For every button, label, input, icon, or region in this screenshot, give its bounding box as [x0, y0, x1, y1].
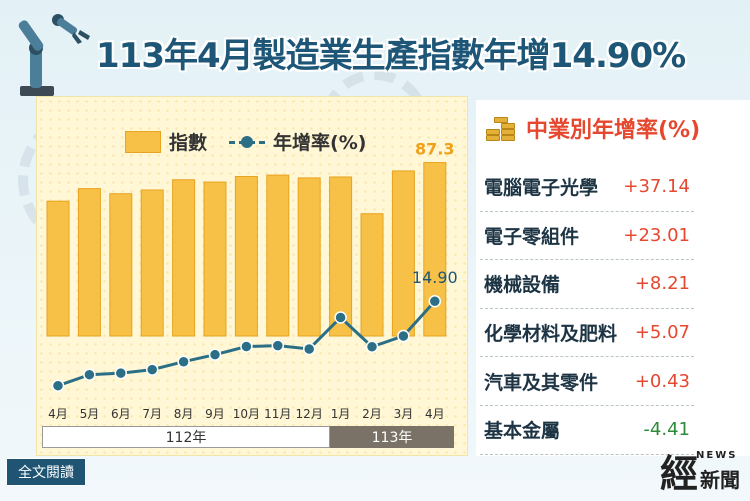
x-tick-label: 12月	[296, 407, 323, 421]
legend-bar-swatch	[125, 130, 161, 153]
x-tick-label: 9月	[205, 407, 225, 421]
bar	[203, 181, 227, 337]
logo-main-char: 經	[660, 451, 699, 496]
coin-stack-icon	[484, 113, 518, 143]
line-point	[145, 363, 159, 376]
industry-name: 電子零組件	[484, 225, 580, 248]
legend-item-line: 年增率(%)	[229, 128, 366, 155]
industry-growth-value: +8.21	[634, 273, 690, 295]
bar	[172, 179, 196, 337]
bar	[423, 162, 447, 337]
industry-panel-title: 中業別年增率(%)	[526, 118, 701, 143]
logo-news-text: NEWS	[696, 450, 738, 461]
list-item: 電腦電子光學 +37.14	[480, 163, 694, 212]
x-tick-label: 7月	[142, 407, 162, 421]
bar	[266, 174, 290, 337]
bar	[329, 176, 353, 337]
line-point	[208, 348, 222, 361]
x-tick-label: 11月	[264, 407, 291, 421]
industry-panel	[476, 100, 750, 456]
industry-growth-value: +23.01	[623, 224, 690, 246]
industry-panel-header: 中業別年增率(%)	[484, 112, 700, 144]
legend-item-bar: 指數	[125, 128, 207, 155]
x-tick-label: 5月	[80, 407, 100, 421]
x-tick-label: 4月	[48, 407, 68, 421]
bar	[46, 200, 70, 337]
bar	[297, 177, 321, 337]
bar	[234, 176, 258, 337]
news-logo: 經 NEWS 新聞	[660, 446, 750, 501]
industry-growth-value: -4.41	[643, 419, 690, 441]
robot-arm-icon	[18, 14, 90, 96]
x-tick-label: 8月	[174, 407, 194, 421]
legend-line-label: 年增率(%)	[273, 132, 367, 154]
line-point	[302, 342, 316, 356]
bar-data-label: 87.3	[415, 140, 454, 159]
x-tick-label: 10月	[233, 407, 260, 421]
x-tick-label: 3月	[394, 407, 414, 421]
page-title: 113年4月製造業生產指數年增14.90%	[96, 36, 686, 76]
bar	[109, 193, 133, 337]
x-tick-label: 1月	[331, 407, 351, 421]
line-point	[83, 368, 96, 381]
list-item: 化學材料及肥料 +5.07	[480, 309, 694, 358]
line-data-label: 14.90	[412, 268, 458, 287]
industry-growth-value: +5.07	[634, 322, 690, 344]
line-point	[51, 379, 65, 392]
bar	[140, 189, 164, 337]
line-point	[334, 311, 347, 324]
industry-growth-value: +37.14	[623, 176, 690, 198]
industry-name: 機械設備	[484, 274, 561, 297]
line-point	[240, 340, 253, 353]
x-tick-label: 4月	[425, 407, 445, 421]
logo-sub-text: 新聞	[700, 468, 740, 492]
bar	[391, 170, 415, 337]
legend-line-swatch	[229, 134, 266, 150]
list-item: 電子零組件 +23.01	[480, 212, 694, 261]
industry-name: 汽車及其零件	[484, 371, 599, 394]
line-point	[365, 340, 379, 354]
x-tick-label: 2月	[362, 407, 382, 421]
chart-legend: 指數 年增率(%)	[125, 128, 366, 155]
line-point	[177, 355, 190, 368]
bar	[360, 213, 384, 337]
line-point	[114, 366, 128, 380]
legend-bar-label: 指數	[169, 132, 208, 154]
industry-name: 化學材料及肥料	[484, 323, 618, 346]
industry-name: 電腦電子光學	[484, 177, 599, 200]
read-full-article-button[interactable]: 全文閱讀	[6, 458, 86, 486]
list-item: 機械設備 +8.21	[480, 260, 694, 309]
year-group-112: 112年	[42, 426, 330, 448]
bar	[77, 188, 101, 337]
industry-growth-value: +0.43	[634, 370, 690, 392]
list-item: 汽車及其零件 +0.43	[480, 357, 694, 406]
line-point	[271, 339, 285, 352]
x-tick-label: 6月	[111, 407, 131, 421]
industry-list: 電腦電子光學 +37.14 電子零組件 +23.01 機械設備 +8.21 化學…	[480, 163, 694, 455]
line-point	[397, 329, 410, 343]
industry-name: 基本金屬	[484, 420, 561, 443]
year-group-113: 113年	[330, 426, 454, 448]
line-point	[428, 294, 442, 308]
list-item: 基本金屬 -4.41	[480, 406, 694, 455]
